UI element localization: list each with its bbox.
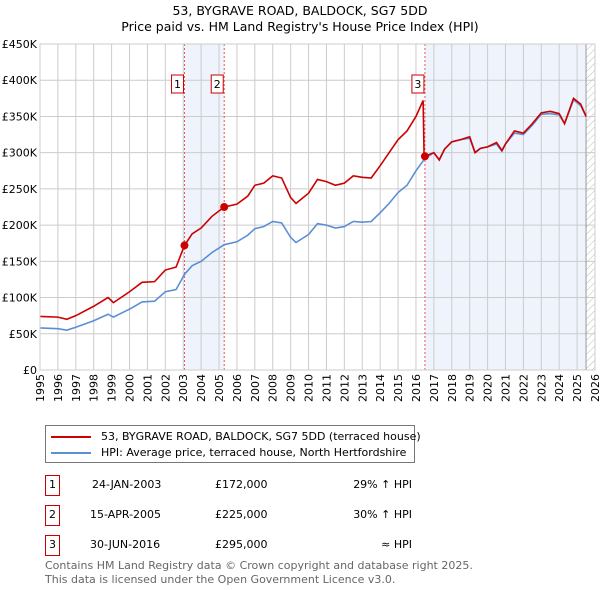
transaction-date: 15-APR-2005 <box>90 508 162 521</box>
transaction-hpi: ≈ HPI <box>381 538 412 551</box>
x-tick-label: 2023 <box>535 374 548 402</box>
x-tick-label: 2006 <box>231 374 244 402</box>
property-price-line <box>39 96 587 321</box>
x-tick-label: 2017 <box>428 374 441 402</box>
x-tick-label: 1996 <box>52 374 65 402</box>
y-tick-label: £50K <box>9 328 38 341</box>
footer-copyright: Contains HM Land Registry data © Crown c… <box>45 559 473 572</box>
sale-point <box>420 152 429 161</box>
transaction-hpi: 30% ↑ HPI <box>353 508 412 521</box>
x-tick-label: 2014 <box>374 374 387 402</box>
legend: 53, BYGRAVE ROAD, BALDOCK, SG7 5DD (terr… <box>45 425 421 463</box>
x-tick-label: 2013 <box>356 374 369 402</box>
x-tick-label: 2026 <box>589 374 600 402</box>
sale-marker-box <box>210 74 224 94</box>
x-tick-label: 2015 <box>392 374 405 402</box>
x-tick-label: 2000 <box>124 374 137 402</box>
x-tick-label: 2005 <box>213 374 226 402</box>
footer-licence: This data is licensed under the Open Gov… <box>45 573 396 586</box>
transaction-date: 24-JAN-2003 <box>92 478 162 491</box>
shaded-period <box>184 44 225 370</box>
x-tick-label: 1995 <box>34 374 47 402</box>
x-tick-label: 2008 <box>267 374 280 402</box>
sale-marker-label: 1 <box>174 78 181 91</box>
transaction-price: £295,000 <box>215 538 268 551</box>
transaction-number: 1 <box>45 475 60 496</box>
y-tick-label: £250K <box>2 183 38 196</box>
x-tick-label: 2021 <box>499 374 512 402</box>
legend-swatch-hpi <box>51 451 91 454</box>
y-tick-label: £200K <box>2 219 38 232</box>
y-tick-label: £350K <box>2 110 38 123</box>
y-tick-label: £0 <box>23 364 37 377</box>
transaction-hpi: 29% ↑ HPI <box>353 478 412 491</box>
x-tick-label: 2004 <box>195 374 208 402</box>
x-tick-label: 2002 <box>159 374 172 402</box>
legend-swatch-property <box>51 435 91 438</box>
y-tick-label: £450K <box>2 38 38 51</box>
x-tick-label: 1999 <box>106 374 119 402</box>
x-tick-label: 2024 <box>553 374 566 402</box>
transaction-number: 2 <box>45 505 60 526</box>
x-tick-label: 1998 <box>88 374 101 402</box>
x-tick-label: 2010 <box>303 374 316 402</box>
x-tick-label: 2001 <box>141 374 154 402</box>
x-tick-label: 2016 <box>410 374 423 402</box>
y-tick-label: £300K <box>2 147 38 160</box>
x-tick-label: 2012 <box>338 374 351 402</box>
x-tick-label: 2009 <box>285 374 298 402</box>
x-tick-label: 2019 <box>464 374 477 402</box>
sale-marker-box <box>411 74 425 94</box>
x-tick-label: 2011 <box>320 374 333 402</box>
legend-label-property: 53, BYGRAVE ROAD, BALDOCK, SG7 5DD (terr… <box>101 430 421 443</box>
x-tick-label: 2003 <box>177 374 190 402</box>
plot-frame <box>39 43 596 371</box>
y-tick-label: £400K <box>2 74 38 87</box>
chart-title: 53, BYGRAVE ROAD, BALDOCK, SG7 5DD <box>172 3 428 18</box>
x-tick-label: 2018 <box>446 374 459 402</box>
transaction-row: 2 15-APR-2005 £225,000 30% ↑ HPI <box>45 505 465 526</box>
x-tick-label: 2022 <box>517 374 530 402</box>
x-tick-label: 1997 <box>70 374 83 402</box>
transaction-number: 3 <box>45 535 60 556</box>
future-hatched-region <box>586 44 595 370</box>
sale-marker-label: 3 <box>414 78 421 91</box>
y-tick-label: £150K <box>2 255 38 268</box>
transaction-row: 3 30-JUN-2016 £295,000 ≈ HPI <box>45 535 465 556</box>
transaction-row: 1 24-JAN-2003 £172,000 29% ↑ HPI <box>45 475 465 496</box>
transaction-price: £172,000 <box>215 478 268 491</box>
transaction-date: 30-JUN-2016 <box>90 538 161 551</box>
chart-subtitle: Price paid vs. HM Land Registry's House … <box>121 19 479 34</box>
legend-label-hpi: HPI: Average price, terraced house, Nort… <box>101 446 407 459</box>
x-tick-label: 2025 <box>571 374 584 402</box>
price-chart: 1995 1996 1997 1998 1999 2000 2001 2002 2003 2004… <box>2 38 600 402</box>
y-tick-label: £100K <box>2 292 38 305</box>
transaction-price: £225,000 <box>215 508 268 521</box>
sale-point <box>180 241 189 250</box>
sale-marker-box <box>170 74 184 94</box>
x-tick-label: 2020 <box>482 374 495 402</box>
sale-point <box>220 203 229 211</box>
x-tick-label: 2007 <box>249 374 262 402</box>
sale-marker-label: 2 <box>214 78 221 91</box>
